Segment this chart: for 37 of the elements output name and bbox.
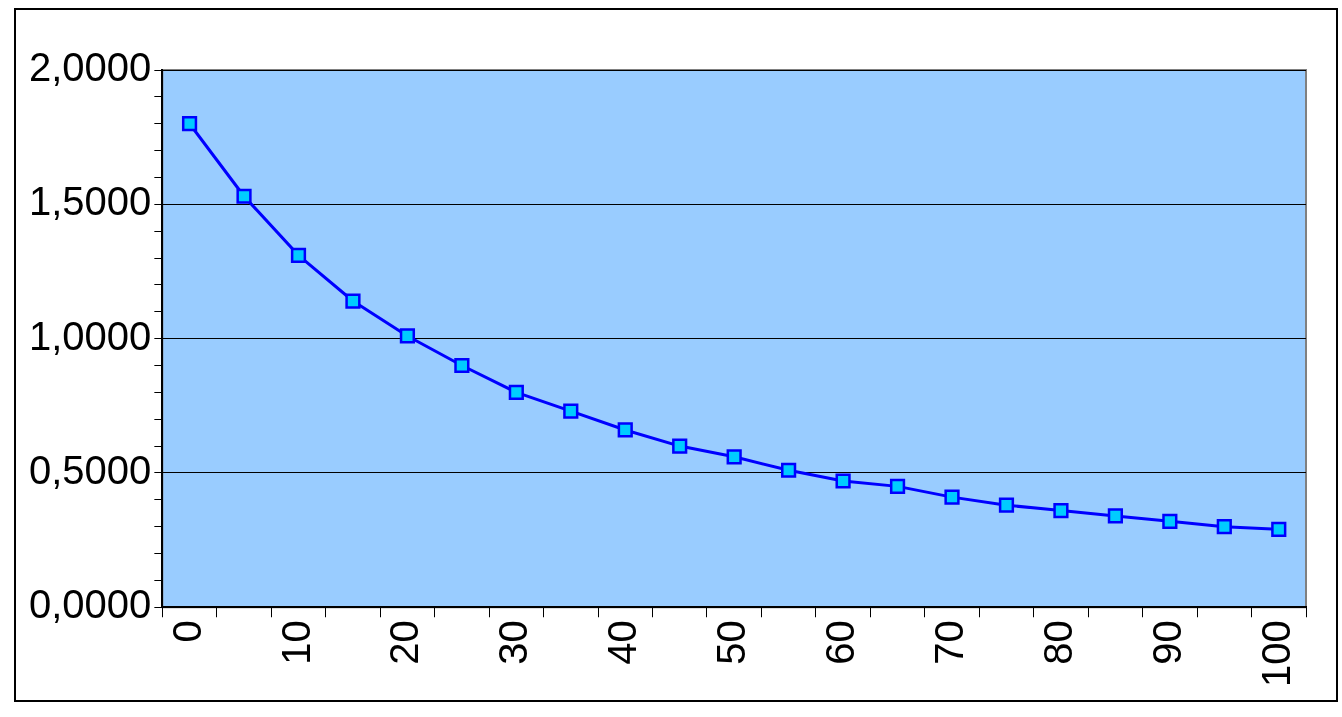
point — [617, 422, 633, 438]
point — [1053, 502, 1069, 519]
point — [1216, 519, 1232, 535]
point — [399, 328, 416, 344]
point — [889, 478, 906, 494]
point — [1162, 513, 1178, 529]
point — [181, 116, 198, 132]
point — [672, 438, 688, 454]
point — [944, 489, 960, 505]
x-tick-label: 80 — [1035, 620, 1080, 665]
point — [835, 473, 851, 489]
point — [1271, 521, 1287, 537]
x-tick-label: 10 — [273, 620, 318, 665]
point — [454, 357, 470, 374]
point — [998, 497, 1015, 513]
y-tick-label: 1,0000 — [29, 313, 152, 358]
x-tick-label: 40 — [600, 620, 645, 665]
x-tick-label: 100 — [1253, 620, 1298, 688]
point — [726, 449, 742, 465]
point — [236, 188, 252, 204]
y-tick-label: 2,0000 — [29, 45, 152, 90]
y-tick-label: 0,5000 — [29, 447, 152, 492]
y-tick-label: 1,5000 — [29, 179, 152, 224]
y-tick-label: 0,0000 — [29, 582, 152, 627]
point — [345, 293, 361, 309]
point — [1107, 508, 1124, 524]
x-tick-label: 90 — [1144, 620, 1189, 665]
point — [563, 403, 579, 419]
x-tick-label: 50 — [709, 620, 754, 665]
x-tick-label: 70 — [927, 620, 972, 665]
x-tick-label: 0 — [164, 620, 209, 643]
x-tick-label: 60 — [818, 620, 863, 665]
x-tick-label: 30 — [491, 620, 536, 665]
point — [290, 247, 307, 263]
x-tick-label: 20 — [382, 620, 427, 665]
point — [781, 462, 797, 478]
point — [508, 384, 524, 400]
